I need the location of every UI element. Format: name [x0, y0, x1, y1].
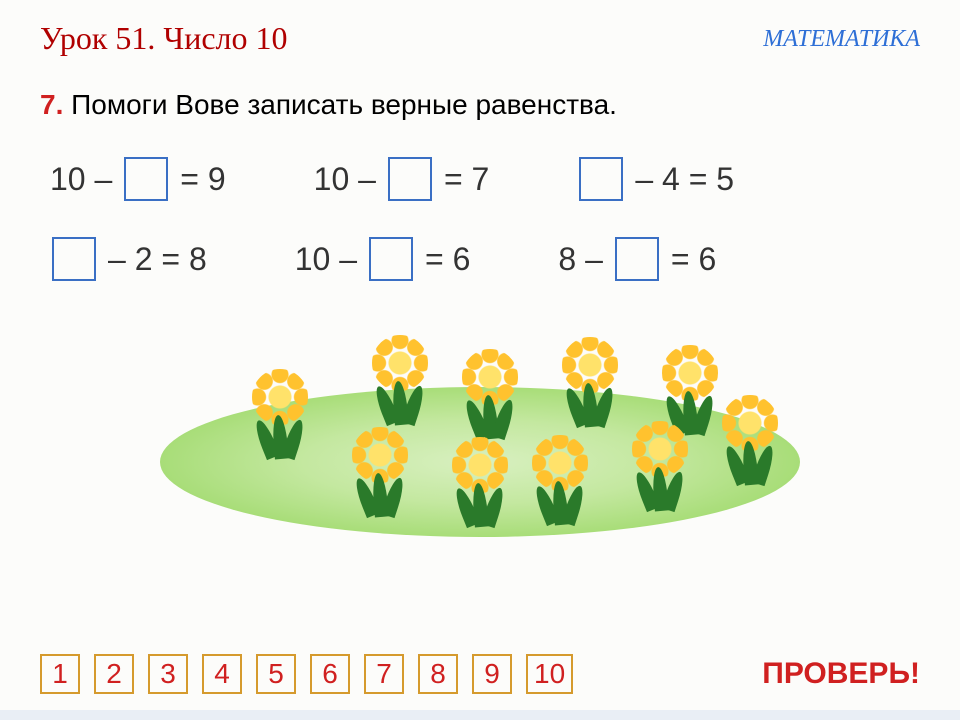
- blank-box[interactable]: [615, 237, 659, 281]
- equation: 10 – = 6: [295, 237, 471, 281]
- eq-text: = 6: [671, 241, 716, 278]
- blank-box[interactable]: [579, 157, 623, 201]
- flower-icon: [450, 437, 510, 527]
- flower-leaves: [565, 387, 615, 427]
- equation: – 4 = 5: [577, 157, 734, 201]
- eq-text: – 2 = 8: [108, 241, 207, 278]
- subject-label: МАТЕМАТИКА: [763, 26, 920, 53]
- blank-box[interactable]: [388, 157, 432, 201]
- illustration: [160, 317, 800, 547]
- equations: 10 – = 9 10 – = 7 – 4 = 5 – 2 = 8 10 –: [40, 157, 920, 281]
- number-box[interactable]: 10: [526, 654, 573, 694]
- equation: – 2 = 8: [50, 237, 207, 281]
- flower-icon: [560, 337, 620, 427]
- number-box[interactable]: 2: [94, 654, 134, 694]
- eq-text: = 9: [180, 161, 225, 198]
- task-number: 7.: [40, 89, 63, 120]
- flower-icon: [250, 369, 310, 459]
- slide: Урок 51. Число 10 МАТЕМАТИКА 7. Помоги В…: [0, 0, 960, 720]
- number-box[interactable]: 3: [148, 654, 188, 694]
- number-box[interactable]: 4: [202, 654, 242, 694]
- number-box[interactable]: 6: [310, 654, 350, 694]
- eq-text: 10 –: [314, 161, 376, 198]
- eq-text: = 6: [425, 241, 470, 278]
- task-line: 7. Помоги Вове записать верные равенства…: [40, 89, 920, 121]
- eq-text: 10 –: [50, 161, 112, 198]
- task-text: Помоги Вове записать верные равенства.: [71, 89, 617, 120]
- equation: 8 – = 6: [558, 237, 716, 281]
- number-box[interactable]: 1: [40, 654, 80, 694]
- flower-leaves: [375, 385, 425, 425]
- flower-leaves: [465, 399, 515, 439]
- blank-box[interactable]: [52, 237, 96, 281]
- flower-icon: [370, 335, 430, 425]
- blank-box[interactable]: [369, 237, 413, 281]
- number-box[interactable]: 8: [418, 654, 458, 694]
- flower-leaves: [535, 485, 585, 525]
- flower-icon: [630, 421, 690, 511]
- equation-row-2: – 2 = 8 10 – = 6 8 – = 6: [40, 237, 920, 281]
- number-strip: 123456789 10: [40, 654, 573, 694]
- equation: 10 – = 9: [50, 157, 226, 201]
- flower-leaves: [255, 419, 305, 459]
- bottom-row: 123456789 10 ПРОВЕРЬ!: [40, 654, 920, 694]
- equation-row-1: 10 – = 9 10 – = 7 – 4 = 5: [40, 157, 920, 201]
- flower-leaves: [725, 445, 775, 485]
- flower-leaves: [635, 471, 685, 511]
- eq-text: 8 –: [558, 241, 602, 278]
- eq-text: = 7: [444, 161, 489, 198]
- number-box[interactable]: 7: [364, 654, 404, 694]
- eq-text: – 4 = 5: [635, 161, 734, 198]
- flower-icon: [350, 427, 410, 517]
- equation: 10 – = 7: [314, 157, 490, 201]
- eq-text: 10 –: [295, 241, 357, 278]
- footer-bar: [0, 710, 960, 720]
- check-button[interactable]: ПРОВЕРЬ!: [762, 657, 920, 691]
- lesson-title: Урок 51. Число 10: [40, 20, 287, 57]
- number-box[interactable]: 5: [256, 654, 296, 694]
- flower-leaves: [455, 487, 505, 527]
- blank-box[interactable]: [124, 157, 168, 201]
- flower-icon: [460, 349, 520, 439]
- flower-leaves: [355, 477, 405, 517]
- flower-icon: [530, 435, 590, 525]
- flower-icon: [720, 395, 780, 485]
- number-box[interactable]: 9: [472, 654, 512, 694]
- header-row: Урок 51. Число 10 МАТЕМАТИКА: [40, 20, 920, 57]
